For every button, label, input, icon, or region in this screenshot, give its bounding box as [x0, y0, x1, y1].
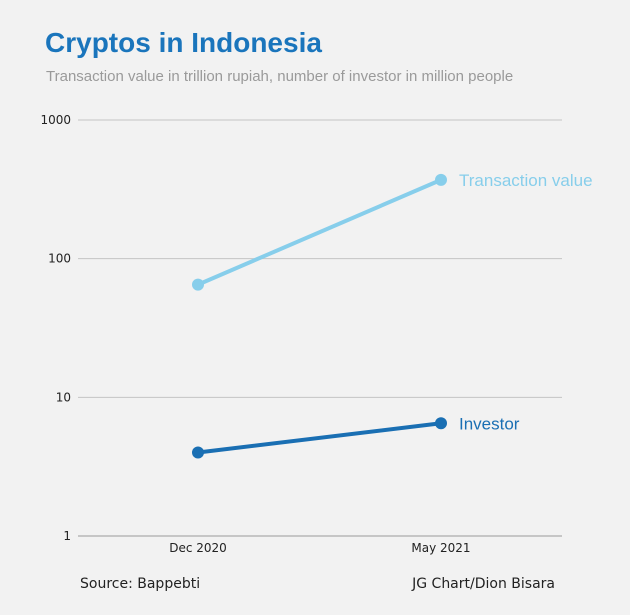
- chart-subtitle: Transaction value in trillion rupiah, nu…: [46, 68, 514, 85]
- data-point-investor: [435, 417, 447, 430]
- y-tick-label: 1000: [40, 113, 71, 127]
- x-axis-ticks: Dec 2020 May 2021: [169, 541, 470, 555]
- x-tick-label: Dec 2020: [169, 541, 227, 555]
- x-tick-label: May 2021: [411, 541, 470, 555]
- source-note: Source: Bappebti: [80, 576, 201, 592]
- series-label-transaction-value: Transaction value: [459, 171, 593, 190]
- gridlines: [78, 119, 562, 537]
- series-group: Transaction value Investor: [192, 171, 593, 459]
- series-line-investor: [196, 421, 443, 455]
- chart-title: Cryptos in Indonesia: [45, 27, 322, 58]
- data-point-transaction-value: [435, 173, 447, 186]
- y-axis-ticks: 1 10 100 1000: [40, 113, 71, 543]
- y-tick-label: 10: [56, 390, 71, 404]
- y-tick-label: 100: [48, 252, 71, 266]
- data-point-transaction-value: [192, 278, 204, 291]
- y-tick-label: 1: [63, 529, 71, 543]
- credit-note: JG Chart/Dion Bisara: [412, 576, 555, 592]
- data-point-investor: [192, 446, 204, 459]
- series-line-transaction-value: [196, 177, 443, 287]
- series-label-investor: Investor: [459, 414, 520, 433]
